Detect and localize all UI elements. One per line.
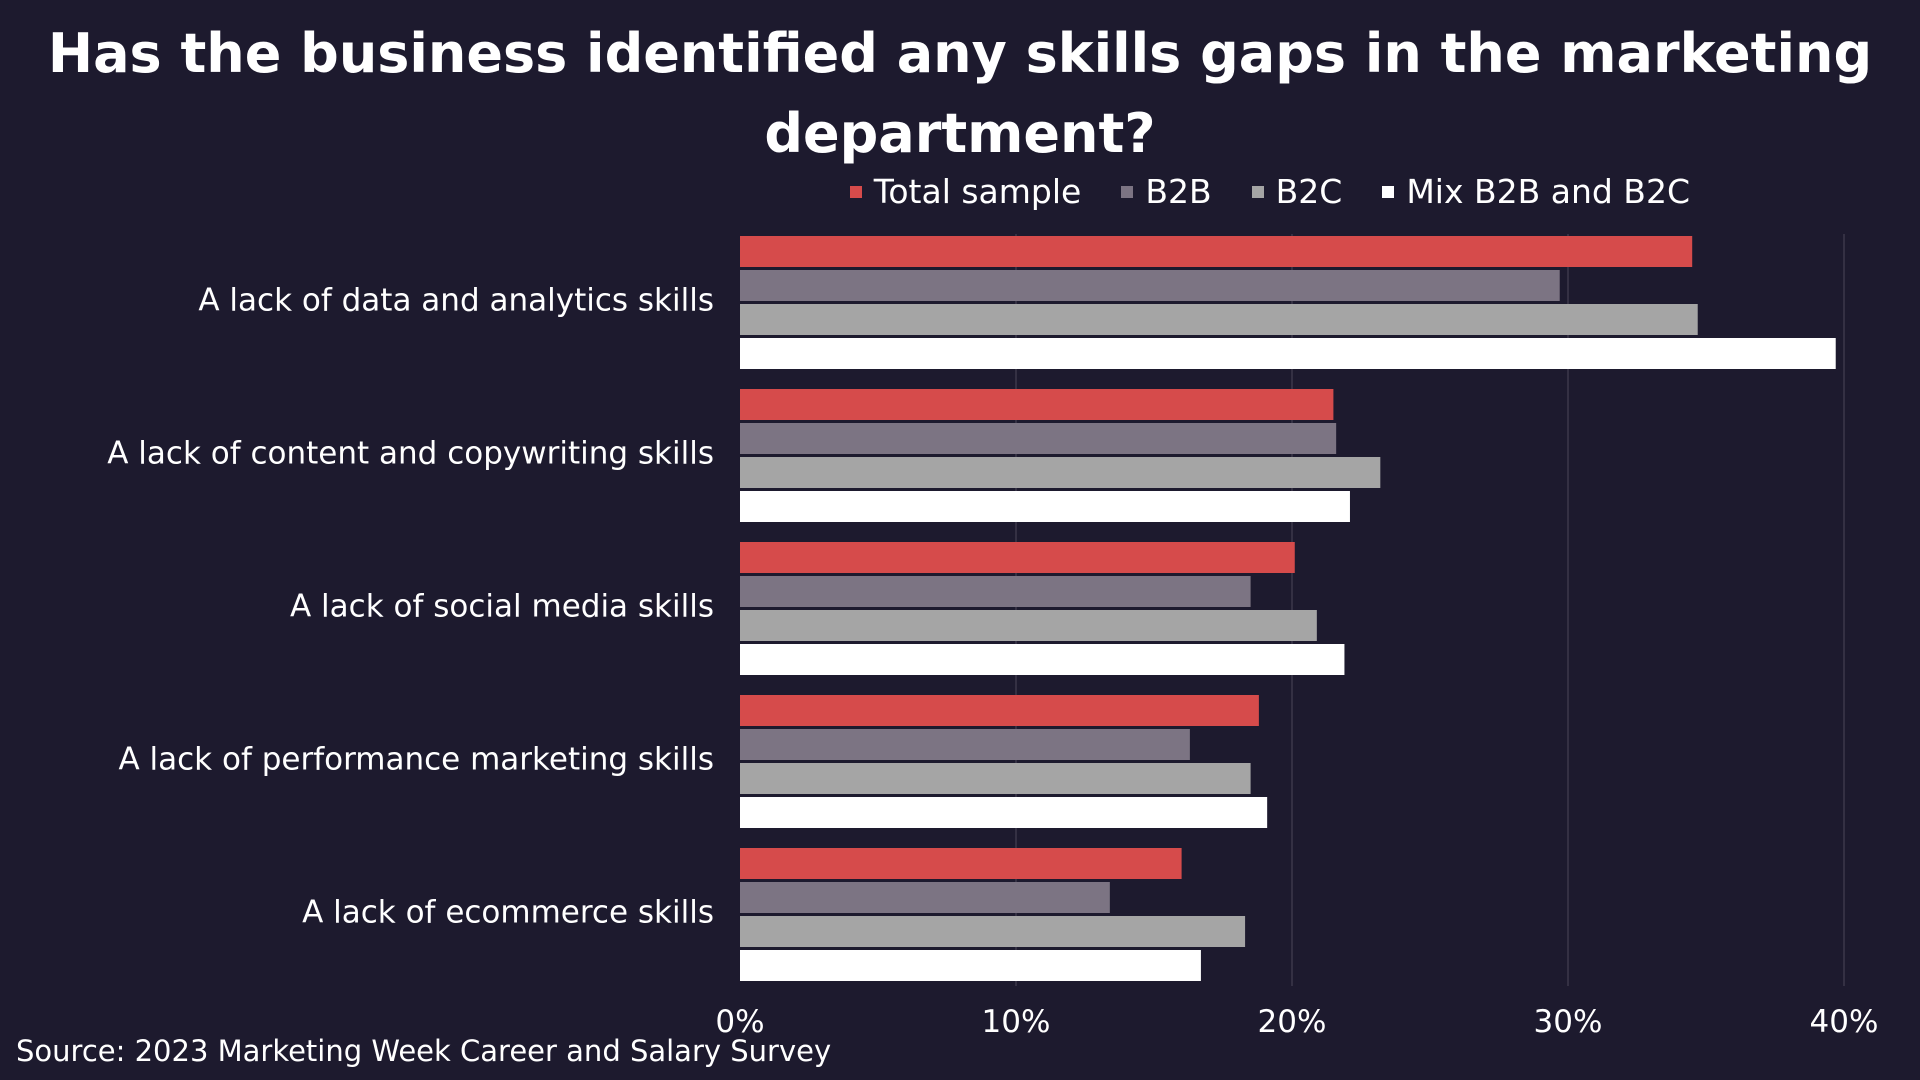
legend-swatch bbox=[849, 185, 862, 198]
source-note: Source: 2023 Marketing Week Career and S… bbox=[16, 1034, 832, 1068]
legend-label: B2C bbox=[1275, 172, 1343, 211]
legend-entry: B2C bbox=[1251, 172, 1343, 211]
bar-2-1 bbox=[740, 270, 1560, 301]
bar-1-4 bbox=[740, 695, 1259, 726]
bar-2-2 bbox=[740, 423, 1337, 454]
bar-1-2 bbox=[740, 389, 1334, 420]
bar-1-5 bbox=[740, 848, 1182, 879]
bar-3-1 bbox=[740, 304, 1698, 335]
x-tick-label: 40% bbox=[1810, 1004, 1879, 1040]
legend-label: Total sample bbox=[873, 172, 1082, 211]
bar-3-5 bbox=[740, 916, 1246, 947]
legend-entry: Mix B2B and B2C bbox=[1382, 172, 1690, 211]
legend-entry: B2B bbox=[1121, 172, 1212, 211]
x-tick-label: 0% bbox=[715, 1004, 764, 1040]
chart-title: Has the business identified any skills g… bbox=[47, 22, 1873, 165]
bar-3-2 bbox=[740, 457, 1381, 488]
bar-4-2 bbox=[740, 491, 1350, 522]
legend-label: B2B bbox=[1145, 172, 1212, 211]
legend-entry: Total sample bbox=[849, 172, 1082, 211]
category-label: A lack of content and copywriting skills bbox=[107, 436, 714, 472]
category-label: A lack of social media skills bbox=[290, 589, 714, 625]
x-tick-label: 20% bbox=[1258, 1004, 1327, 1040]
bar-1-1 bbox=[740, 236, 1693, 267]
bar-2-4 bbox=[740, 729, 1190, 760]
bar-3-3 bbox=[740, 610, 1317, 641]
category-label: A lack of data and analytics skills bbox=[198, 283, 714, 319]
bar-4-5 bbox=[740, 950, 1201, 981]
legend-swatch bbox=[1382, 185, 1395, 198]
bar-4-1 bbox=[740, 338, 1836, 369]
category-label: A lack of performance marketing skills bbox=[118, 742, 714, 778]
category-label: A lack of ecommerce skills bbox=[302, 895, 714, 931]
bar-3-4 bbox=[740, 763, 1251, 794]
bar-4-3 bbox=[740, 644, 1345, 675]
bar-2-3 bbox=[740, 576, 1251, 607]
x-tick-label: 30% bbox=[1534, 1004, 1603, 1040]
bar-1-3 bbox=[740, 542, 1295, 573]
bar-2-5 bbox=[740, 882, 1110, 913]
chart-legend: Total sample B2B B2C Mix B2B and B2C bbox=[0, 172, 1690, 211]
legend-label: Mix B2B and B2C bbox=[1406, 172, 1690, 211]
legend-swatch bbox=[1251, 185, 1264, 198]
bar-4-4 bbox=[740, 797, 1268, 828]
x-tick-label: 10% bbox=[982, 1004, 1051, 1040]
legend-swatch bbox=[1121, 185, 1134, 198]
